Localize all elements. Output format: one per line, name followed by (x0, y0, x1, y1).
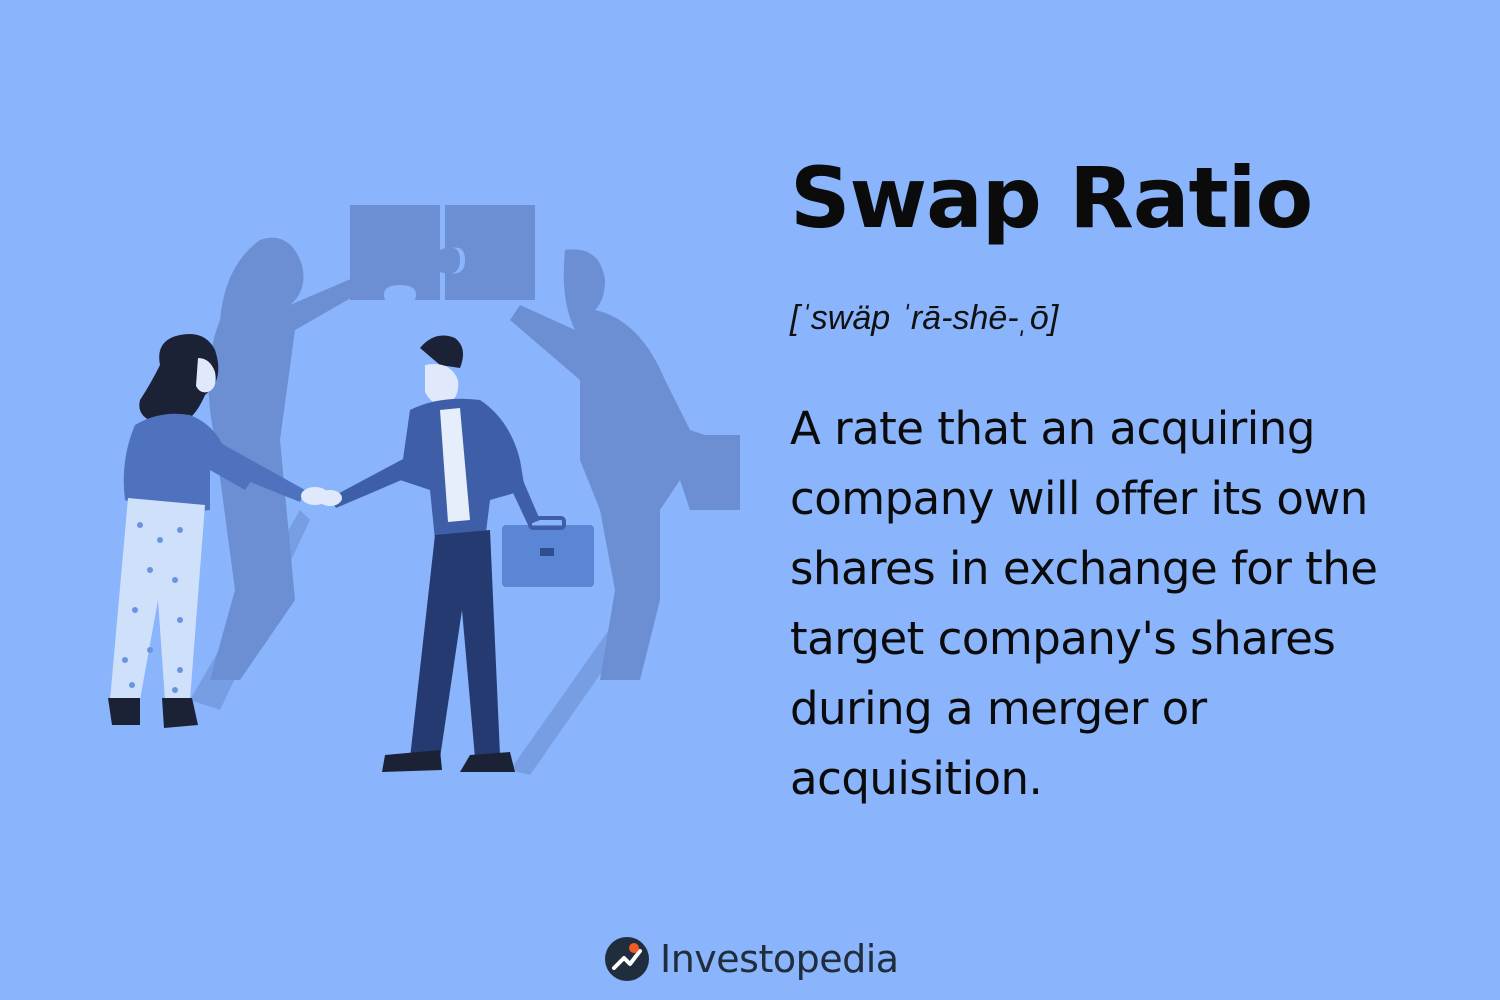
man-figure (318, 335, 594, 772)
woman-figure (108, 334, 329, 728)
term-pronunciation: [ˈswäp ˈrā-shē-ˌō] (790, 298, 1059, 337)
term-definition: A rate that an acquiring company will of… (790, 401, 1378, 805)
investopedia-logo-text: Investopedia (660, 937, 899, 981)
definition-card: Swap Ratio [ˈswäp ˈrā-shē-ˌō] A rate tha… (790, 150, 1450, 814)
handshake-illustration (108, 205, 740, 775)
investopedia-logo-icon (605, 937, 649, 981)
shadow-figures (190, 205, 740, 775)
term-title: Swap Ratio (790, 149, 1313, 247)
investopedia-logo: Investopedia (604, 934, 899, 984)
